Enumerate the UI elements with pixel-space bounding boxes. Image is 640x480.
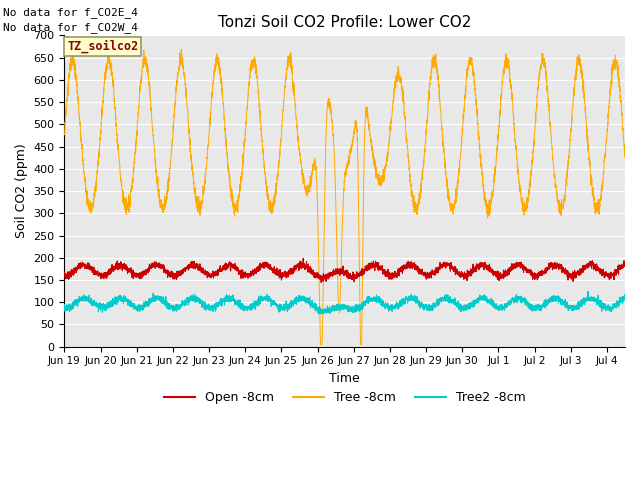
Y-axis label: Soil CO2 (ppm): Soil CO2 (ppm): [15, 144, 28, 239]
Text: No data for f_CO2W_4: No data for f_CO2W_4: [3, 22, 138, 33]
Text: No data for f_CO2E_4: No data for f_CO2E_4: [3, 7, 138, 18]
Text: TZ_soilco2: TZ_soilco2: [67, 40, 138, 53]
Legend: Open -8cm, Tree -8cm, Tree2 -8cm: Open -8cm, Tree -8cm, Tree2 -8cm: [159, 386, 531, 409]
Title: Tonzi Soil CO2 Profile: Lower CO2: Tonzi Soil CO2 Profile: Lower CO2: [218, 15, 472, 30]
X-axis label: Time: Time: [330, 372, 360, 385]
